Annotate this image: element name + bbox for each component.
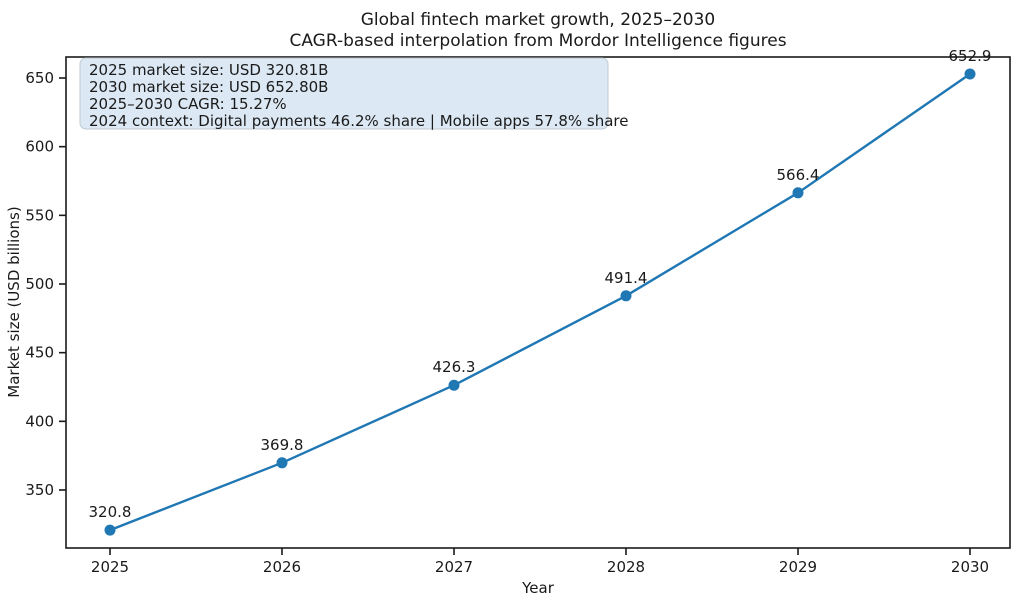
plot-frame: [65, 56, 1011, 549]
data-point-2028: [620, 290, 632, 302]
annotation-box: 2025 market size: USD 320.81B 2030 marke…: [79, 57, 629, 130]
x-tick-label: 2029: [779, 558, 817, 576]
data-point-2026: [276, 457, 288, 469]
x-tick-label: 2026: [263, 558, 301, 576]
data-point-label-2026: 369.8: [261, 436, 304, 454]
data-point-label-2027: 426.3: [433, 358, 476, 376]
x-tick-label: 2030: [951, 558, 989, 576]
x-axis-label: Year: [521, 579, 555, 597]
y-tick-label: 450: [25, 344, 54, 362]
y-tick-label: 600: [25, 138, 54, 156]
annotation-line-3: 2025–2030 CAGR: 15.27%: [89, 95, 287, 113]
chart-title: Global fintech market growth, 2025–2030: [361, 10, 716, 30]
y-tick-label: 500: [25, 275, 54, 293]
y-axis-label: Market size (USD billions): [5, 206, 23, 397]
x-tick-label: 2028: [607, 558, 645, 576]
line-series: [104, 68, 976, 536]
data-point-label-2029: 566.4: [777, 166, 820, 184]
annotation-line-2: 2030 market size: USD 652.80B: [89, 78, 328, 96]
data-point-label-2028: 491.4: [605, 269, 648, 287]
y-tick-label: 550: [25, 206, 54, 224]
annotation-line-1: 2025 market size: USD 320.81B: [89, 61, 328, 79]
x-tick-label: 2027: [435, 558, 473, 576]
axes: 350 400 450 500 550 600 650 2025 2026 2027 2028 202…: [25, 56, 1011, 576]
data-point-2029: [792, 187, 804, 199]
x-tick-label: 2025: [91, 558, 129, 576]
data-point-2027: [448, 379, 460, 391]
data-point-2030: [964, 68, 976, 80]
y-tick-label: 400: [25, 412, 54, 430]
annotation-box-background: [79, 57, 609, 130]
y-tick-label: 350: [25, 481, 54, 499]
data-point-label-2025: 320.8: [89, 503, 132, 521]
data-point-2025: [104, 524, 116, 536]
chart-subtitle: CAGR-based interpolation from Mordor Int…: [289, 31, 786, 51]
point-labels: 320.8 369.8 426.3 491.4 566.4 652.9: [89, 47, 992, 521]
data-point-label-2030: 652.9: [949, 47, 992, 65]
series-line: [109, 73, 971, 532]
y-tick-label: 650: [25, 69, 54, 87]
annotation-line-4: 2024 context: Digital payments 46.2% sha…: [89, 112, 629, 130]
